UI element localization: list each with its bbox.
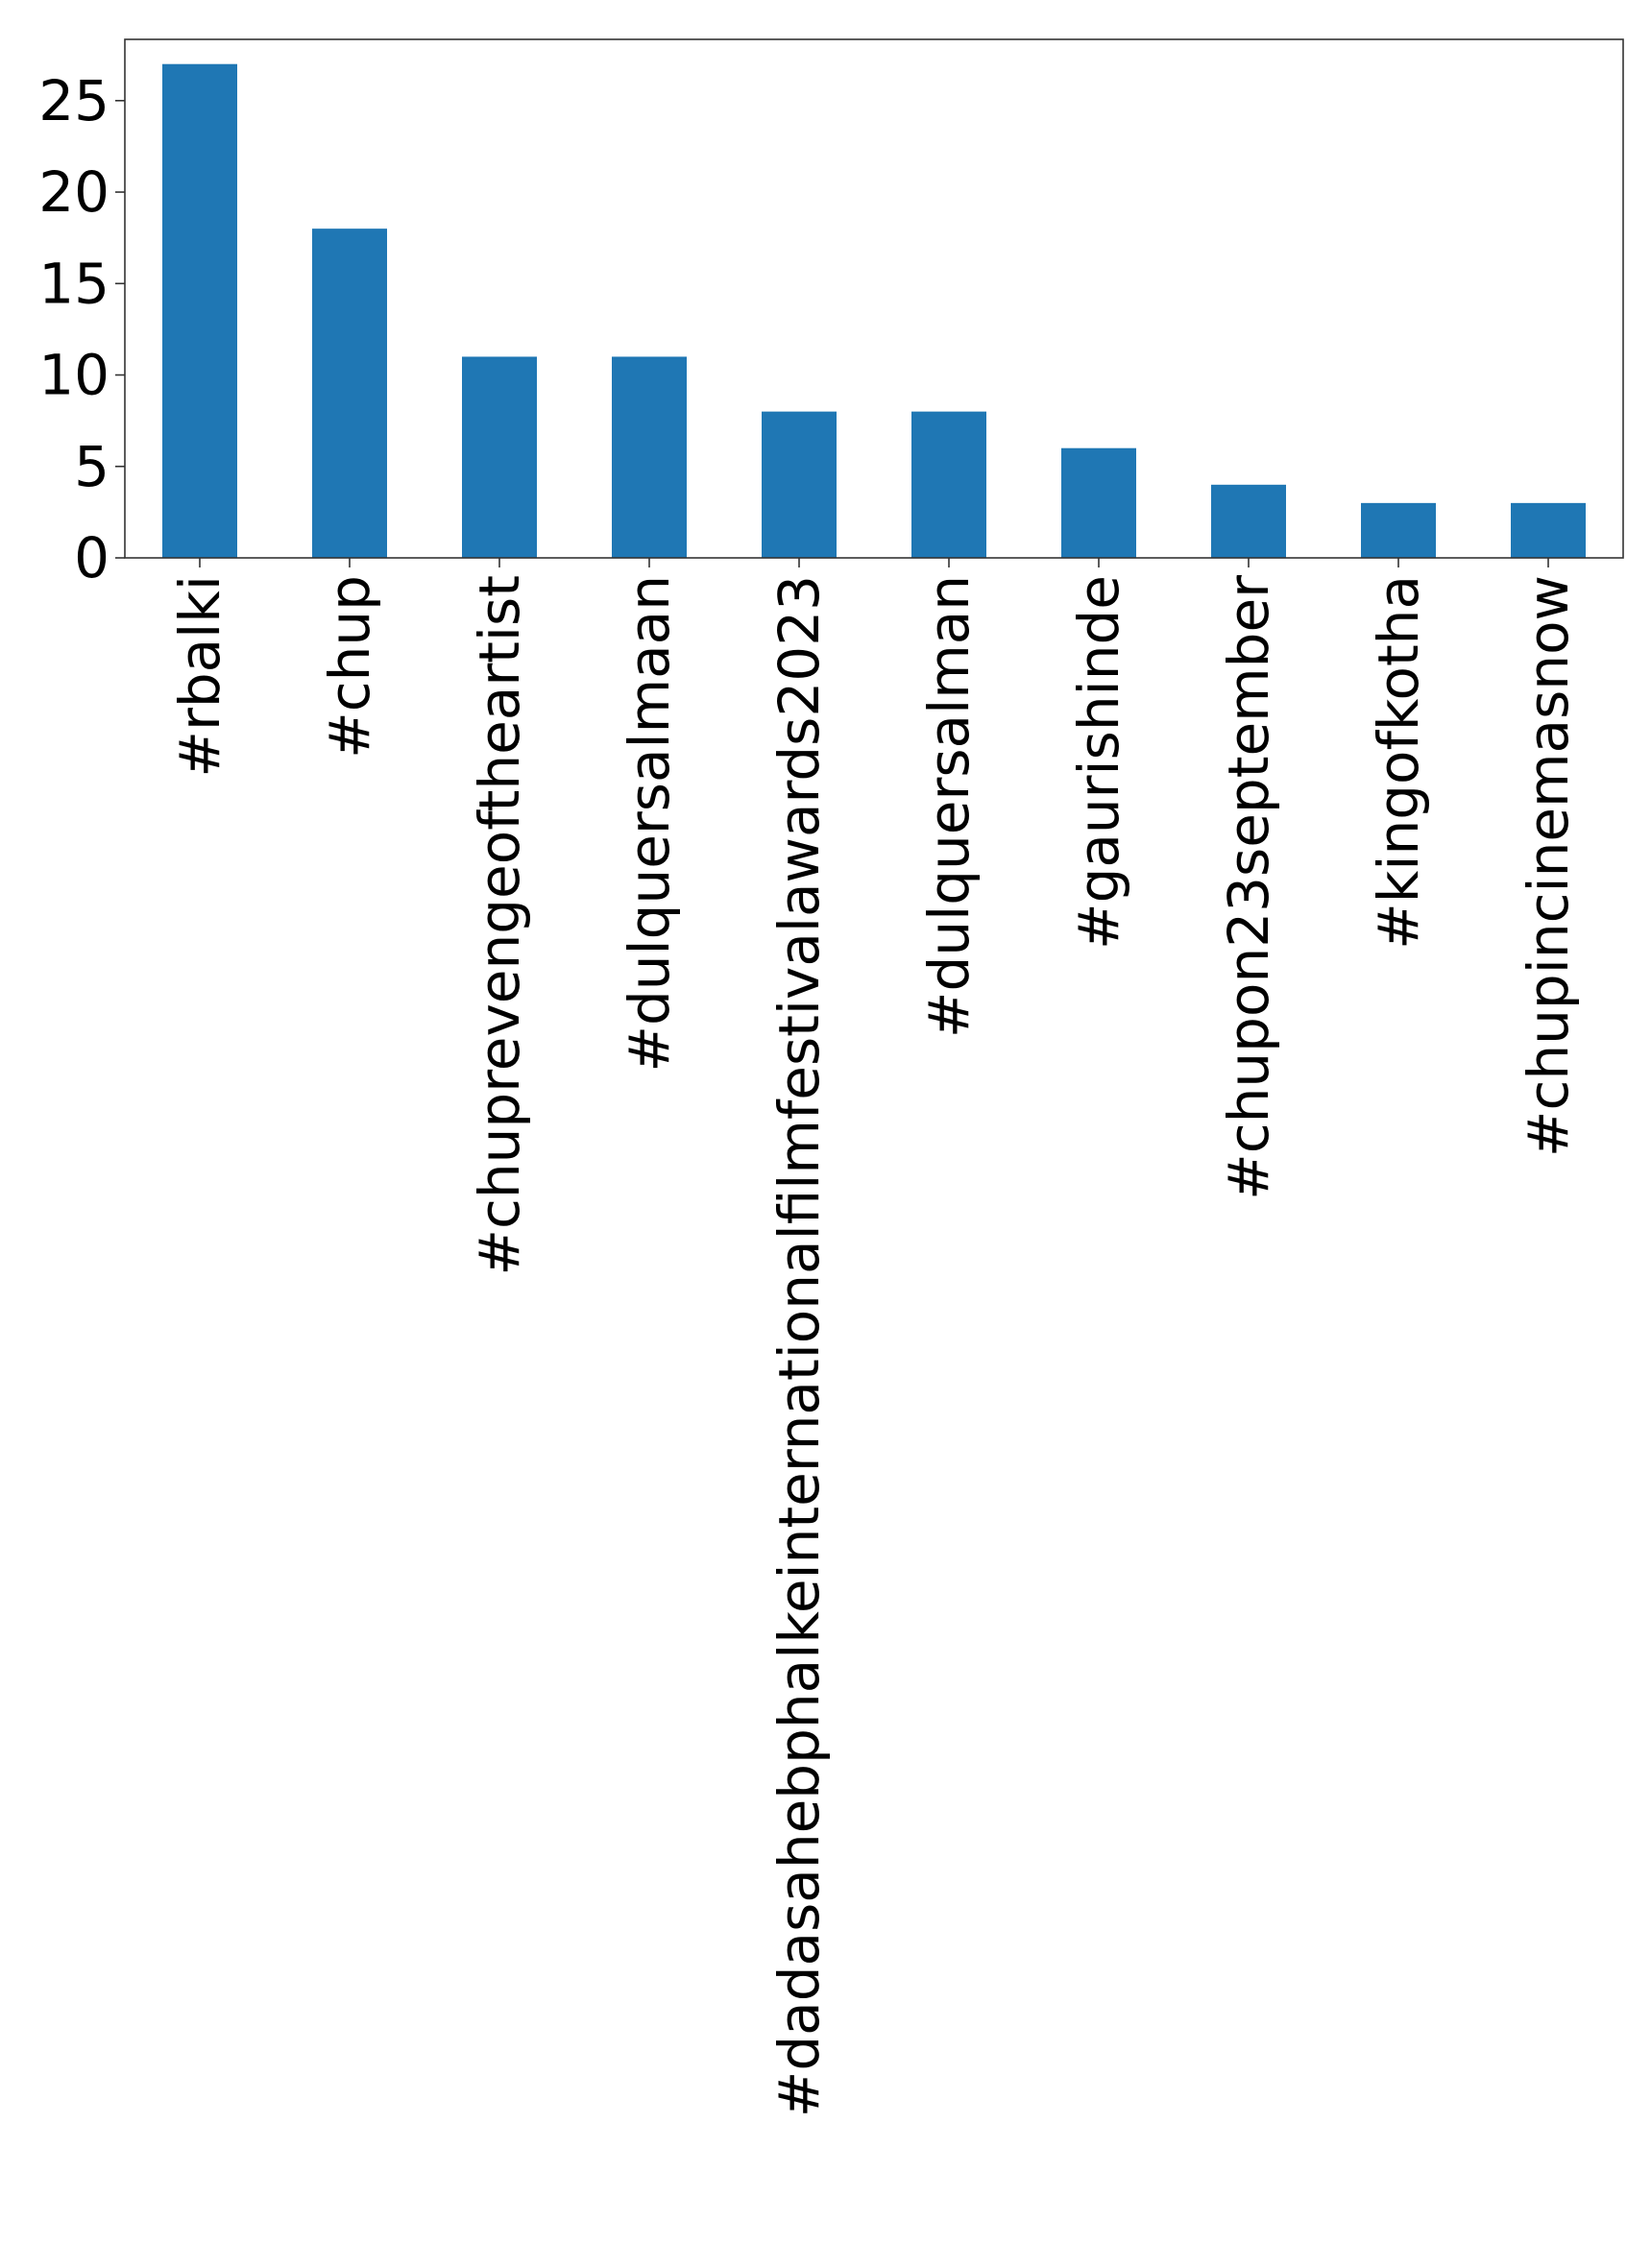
bar-3 — [612, 356, 687, 558]
y-axis: 0 5 10 15 20 25 — [38, 68, 125, 591]
x-tick-label-8: #kingofkotha — [1366, 575, 1431, 950]
bar-5 — [911, 411, 986, 558]
plot-frame — [124, 38, 1624, 559]
x-tick-label-2: #chuprevengeoftheartist — [467, 575, 532, 1276]
x-tick-label-5: #dulquersalman — [916, 575, 982, 1038]
y-tick-label-2: 10 — [38, 343, 109, 408]
bar-0 — [162, 63, 237, 558]
y-tick-label-0: 0 — [74, 525, 109, 591]
bar-7 — [1211, 484, 1286, 558]
y-tick-label-1: 5 — [74, 434, 109, 499]
bar-9 — [1511, 502, 1586, 558]
x-tick-label-9: #chupincinemasnow — [1516, 575, 1581, 1157]
bars-layer — [162, 63, 1586, 558]
bar-4 — [762, 411, 837, 558]
x-tick-label-4: #dadasahebphalkeinternationalfilmfestiva… — [766, 575, 832, 2117]
bar-1 — [312, 229, 387, 558]
x-axis: #rbalki #chup #chuprevengeoftheartist #dulq… — [167, 558, 1581, 2117]
x-tick-label-3: #dulquersalmaan — [617, 575, 682, 1073]
y-tick-label-5: 25 — [38, 68, 109, 133]
x-tick-label-6: #gaurishinde — [1066, 575, 1131, 950]
x-tick-label-7: #chupon23september — [1216, 575, 1281, 1200]
x-tick-label-1: #chup — [317, 575, 382, 759]
bar-8 — [1361, 502, 1436, 558]
y-tick-label-3: 15 — [38, 251, 109, 316]
y-tick-label-4: 20 — [38, 159, 109, 225]
bar-6 — [1061, 447, 1136, 558]
x-tick-label-0: #rbalki — [167, 575, 232, 778]
bar-2 — [462, 356, 537, 558]
